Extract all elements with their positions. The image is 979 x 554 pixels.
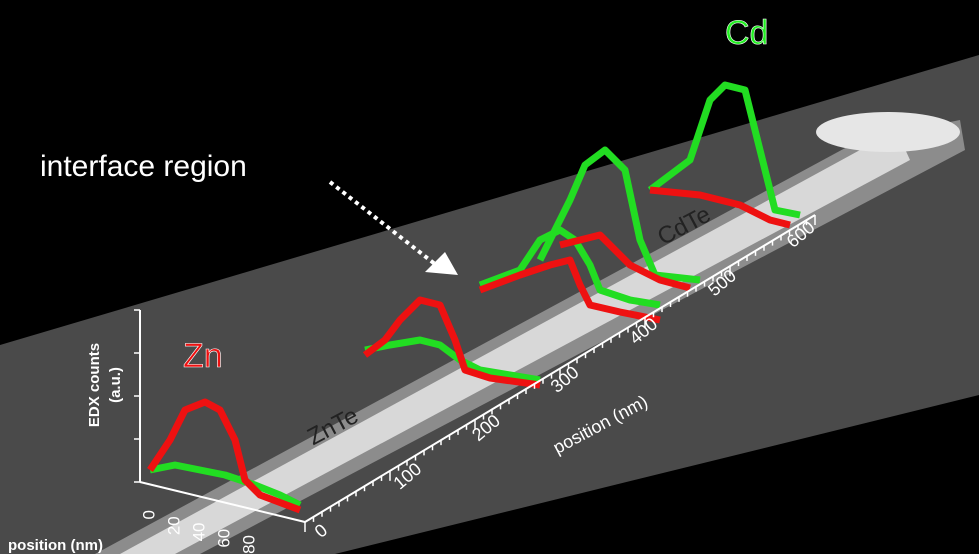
figure: interface region Cd Zn CdTe ZnTe EDX cou… [0, 0, 979, 554]
zn-label: Zn [183, 337, 223, 375]
short-tick-label: 20 [164, 516, 183, 535]
short-tick-label: 0 [139, 510, 158, 519]
short-tick-label: 60 [214, 529, 233, 548]
cd-label: Cd [725, 14, 768, 52]
short-tick-label: 80 [239, 535, 258, 554]
short-axis-label: position (nm) [8, 537, 103, 554]
interface-label: interface region [40, 150, 247, 183]
y-axis-label: (a.u.) [107, 367, 124, 403]
nanowire-tip [816, 112, 960, 152]
short-tick-label: 40 [189, 523, 208, 542]
y-axis-label: EDX counts [86, 343, 103, 427]
